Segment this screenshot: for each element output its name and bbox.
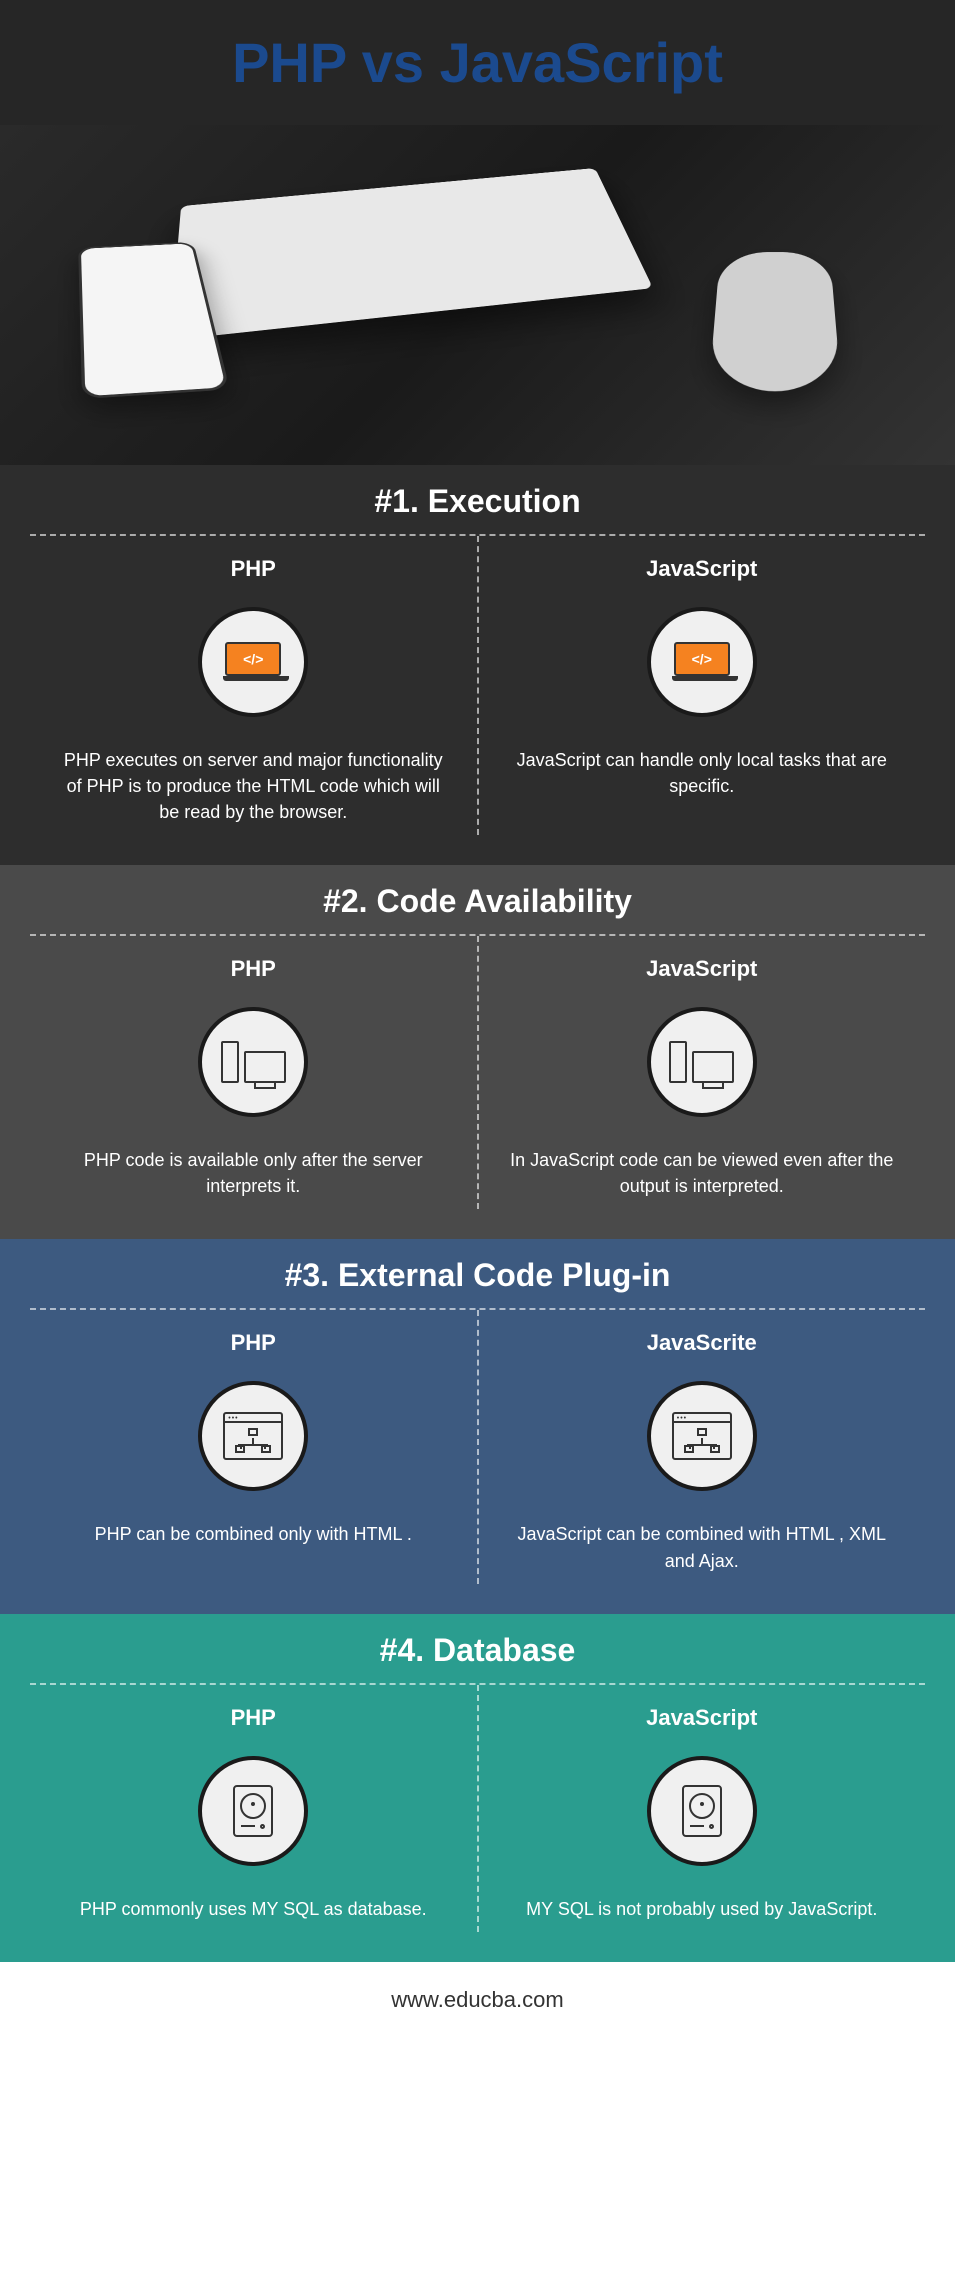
column-javascript: JavaScript MY SQL is not probably used b… bbox=[479, 1685, 926, 1932]
footer-text: www.educba.com bbox=[391, 1987, 563, 2012]
sections-container: #1. Execution PHP </> PHP executes on se… bbox=[0, 465, 955, 1962]
comparison-section: #1. Execution PHP </> PHP executes on se… bbox=[0, 465, 955, 865]
column-text-left: PHP code is available only after the ser… bbox=[55, 1147, 452, 1199]
column-label-left: PHP bbox=[55, 556, 452, 582]
column-text-left: PHP can be combined only with HTML . bbox=[55, 1521, 452, 1547]
hero-image bbox=[0, 125, 955, 465]
footer: www.educba.com bbox=[0, 1962, 955, 2038]
comparison-section: #3. External Code Plug-in PHP ••• PHP ca… bbox=[0, 1239, 955, 1613]
column-javascript: JavaScrite ••• JavaScript can be combine… bbox=[479, 1310, 926, 1583]
laptop-code-icon: </> bbox=[223, 642, 283, 682]
icon-circle bbox=[647, 1007, 757, 1117]
column-label-right: JavaScript bbox=[504, 1705, 901, 1731]
section-header: #2. Code Availability bbox=[30, 865, 925, 936]
section-header: #3. External Code Plug-in bbox=[30, 1239, 925, 1310]
column-label-left: PHP bbox=[55, 1705, 452, 1731]
section-header: #4. Database bbox=[30, 1614, 925, 1685]
column-php: PHP PHP commonly uses MY SQL as database… bbox=[30, 1685, 479, 1932]
page-title: PHP vs JavaScript bbox=[20, 30, 935, 95]
comparison-row: PHP </> PHP executes on server and major… bbox=[0, 536, 955, 865]
laptop-code-icon: </> bbox=[672, 642, 732, 682]
column-label-left: PHP bbox=[55, 956, 452, 982]
drive-icon bbox=[233, 1785, 273, 1837]
column-javascript: JavaScript </> JavaScript can handle onl… bbox=[479, 536, 926, 835]
server-monitor-icon bbox=[221, 1041, 286, 1083]
column-label-left: PHP bbox=[55, 1330, 452, 1356]
icon-circle: </> bbox=[198, 607, 308, 717]
drive-icon bbox=[682, 1785, 722, 1837]
server-monitor-icon bbox=[669, 1041, 734, 1083]
column-text-left: PHP executes on server and major functio… bbox=[55, 747, 452, 825]
icon-circle bbox=[647, 1756, 757, 1866]
column-php: PHP PHP code is available only after the… bbox=[30, 936, 479, 1209]
comparison-row: PHP ••• PHP can be combined only with HT… bbox=[0, 1310, 955, 1613]
comparison-section: #2. Code Availability PHP PHP code is av… bbox=[0, 865, 955, 1239]
column-javascript: JavaScript In JavaScript code can be vie… bbox=[479, 936, 926, 1209]
hero-mouse-graphic bbox=[709, 252, 842, 391]
column-text-left: PHP commonly uses MY SQL as database. bbox=[55, 1896, 452, 1922]
column-text-right: JavaScript can be combined with HTML , X… bbox=[504, 1521, 901, 1573]
column-text-right: MY SQL is not probably used by JavaScrip… bbox=[504, 1896, 901, 1922]
column-label-right: JavaScript bbox=[504, 956, 901, 982]
section-title: #3. External Code Plug-in bbox=[30, 1257, 925, 1294]
icon-circle bbox=[198, 1756, 308, 1866]
hero-keyboard-graphic bbox=[170, 168, 653, 340]
icon-circle: ••• bbox=[198, 1381, 308, 1491]
icon-circle: ••• bbox=[647, 1381, 757, 1491]
section-title: #2. Code Availability bbox=[30, 883, 925, 920]
column-text-right: JavaScript can handle only local tasks t… bbox=[504, 747, 901, 799]
section-title: #1. Execution bbox=[30, 483, 925, 520]
column-label-right: JavaScript bbox=[504, 556, 901, 582]
column-php: PHP </> PHP executes on server and major… bbox=[30, 536, 479, 835]
section-header: #1. Execution bbox=[30, 465, 925, 536]
icon-circle: </> bbox=[647, 607, 757, 717]
column-text-right: In JavaScript code can be viewed even af… bbox=[504, 1147, 901, 1199]
window-tree-icon: ••• bbox=[223, 1412, 283, 1460]
window-tree-icon: ••• bbox=[672, 1412, 732, 1460]
icon-circle bbox=[198, 1007, 308, 1117]
title-section: PHP vs JavaScript bbox=[0, 0, 955, 125]
column-label-right: JavaScrite bbox=[504, 1330, 901, 1356]
section-title: #4. Database bbox=[30, 1632, 925, 1669]
comparison-row: PHP PHP code is available only after the… bbox=[0, 936, 955, 1239]
comparison-section: #4. Database PHP PHP commonly uses MY SQ… bbox=[0, 1614, 955, 1962]
comparison-row: PHP PHP commonly uses MY SQL as database… bbox=[0, 1685, 955, 1962]
column-php: PHP ••• PHP can be combined only with HT… bbox=[30, 1310, 479, 1583]
